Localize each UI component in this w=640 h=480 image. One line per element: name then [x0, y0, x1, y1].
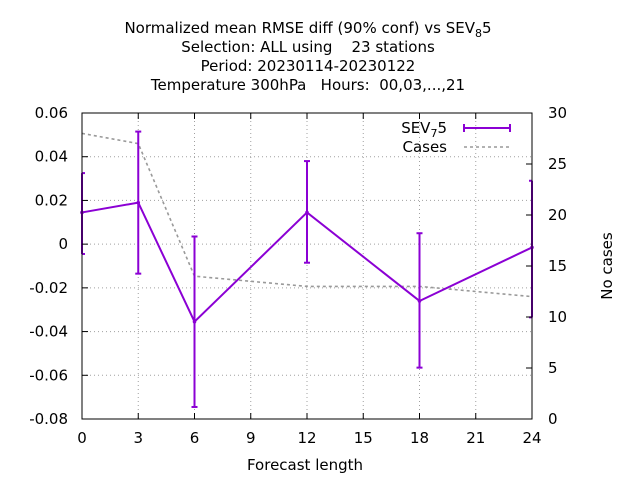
x-axis-label: Forecast length	[247, 456, 363, 474]
y2-tick-label: 10	[548, 308, 567, 326]
legend-label-sev: SEV75	[401, 119, 447, 140]
title-line-3: Period: 20230114-20230122	[201, 57, 416, 75]
x-tick-label: 24	[522, 429, 541, 447]
y-tick-label: 0	[58, 235, 68, 253]
y-tick-label: 0.04	[35, 148, 68, 166]
x-tick-label: 9	[246, 429, 256, 447]
title-line-1: Normalized mean RMSE diff (90% conf) vs …	[124, 19, 491, 40]
cases-layer	[81, 132, 533, 298]
y2-tick-label: 15	[548, 257, 567, 275]
axis-ticks: 0 3 6 9 12 15 18 21 24 -0.08 -0.06 -0.04 -0.02 0 0.02 0…	[29, 104, 567, 447]
y2-tick-label: 5	[548, 359, 558, 377]
y2-tick-label: 0	[548, 410, 558, 428]
sev-point	[305, 210, 309, 215]
x-tick-label: 0	[77, 429, 87, 447]
sev-point	[136, 200, 141, 205]
x-tick-label: 12	[297, 429, 316, 447]
x-tick-label: 18	[410, 429, 429, 447]
title-line-4: Temperature 300hPa Hours: 00,03,...,21	[150, 76, 465, 94]
y-tick-label: -0.08	[29, 410, 68, 428]
legend-label-cases: Cases	[402, 138, 447, 156]
legend: SEV75 Cases	[401, 119, 511, 156]
cases-line	[81, 132, 533, 298]
y2-axis-label: No cases	[598, 232, 616, 300]
y-tick-label: -0.04	[29, 323, 68, 341]
chart-title: Normalized mean RMSE diff (90% conf) vs …	[124, 19, 491, 94]
y2-tick-label: 30	[548, 104, 567, 122]
x-tick-label: 21	[466, 429, 485, 447]
y2-tick-label: 25	[548, 155, 567, 173]
sev-point	[417, 299, 422, 303]
y2-tick-label: 20	[548, 206, 567, 224]
sev-line	[81, 201, 533, 324]
x-tick-label: 15	[354, 429, 373, 447]
y-tick-label: -0.06	[29, 366, 68, 384]
grid	[82, 113, 532, 419]
sev-point	[192, 319, 197, 324]
x-tick-label: 6	[190, 429, 200, 447]
y-tick-label: 0.06	[35, 104, 68, 122]
legend-swatch-sev	[463, 124, 511, 132]
title-line-2: Selection: ALL using 23 stations	[181, 38, 435, 56]
x-tick-label: 3	[133, 429, 143, 447]
y-tick-label: 0.02	[35, 191, 68, 209]
y-tick-label: -0.02	[29, 279, 68, 297]
